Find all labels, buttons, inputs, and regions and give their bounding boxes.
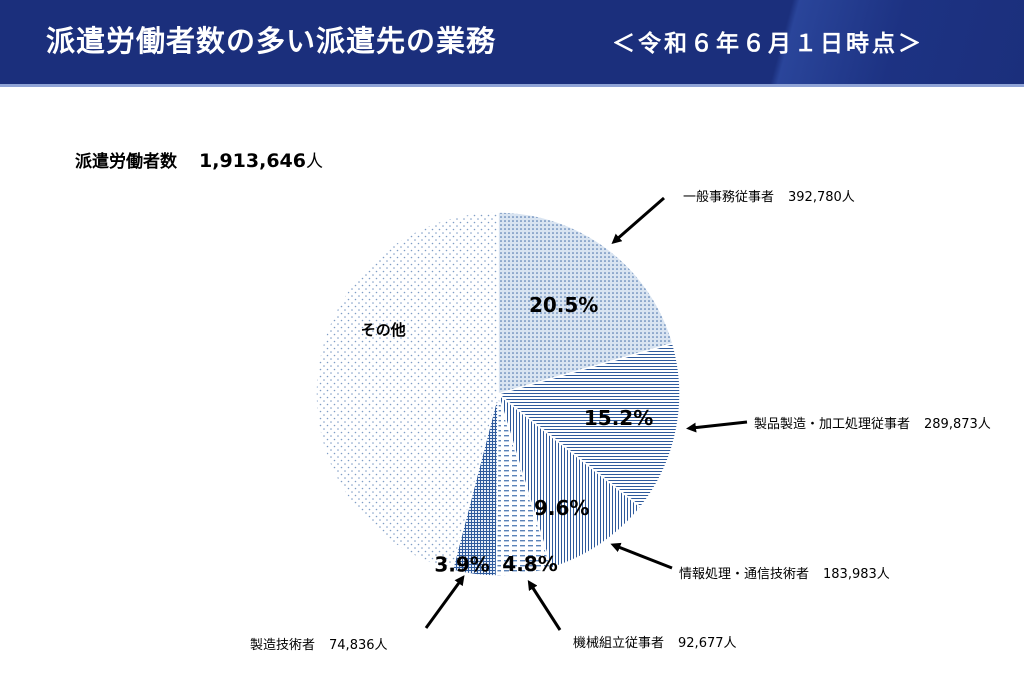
slice-percent-label: 9.6% xyxy=(534,496,589,520)
pie-slice xyxy=(497,211,674,395)
total-label: 派遣労働者数 xyxy=(75,152,177,172)
slice-count: 392,780人 xyxy=(788,190,855,205)
page-subtitle: ＜令和６年６月１日時点＞ xyxy=(612,31,924,57)
header-banner: 派遣労働者数の多い派遣先の業務 ＜令和６年６月１日時点＞ xyxy=(0,0,1024,84)
slice-count: 92,677人 xyxy=(678,636,737,651)
callout-arrow xyxy=(611,196,665,244)
slice-count: 289,873人 xyxy=(924,417,991,432)
slice-name: 機械組立従事者 xyxy=(573,636,665,651)
callout-general-office: 一般事務従事者 392,780人 xyxy=(683,186,855,205)
callout-it-engineers: 情報処理・通信技術者 183,983人 xyxy=(679,563,890,582)
total-value: 1,913,646 xyxy=(199,150,306,172)
slice-label: その他 xyxy=(361,321,406,339)
header-divider xyxy=(0,84,1024,87)
slice-name: 製品製造・加工処理従事者 xyxy=(754,417,911,432)
callout-manufacturing: 製品製造・加工処理従事者 289,873人 xyxy=(754,413,991,432)
slice-percent-label: 20.5% xyxy=(529,293,598,317)
pie-slice xyxy=(496,342,681,509)
header-decoration xyxy=(694,0,1024,84)
total-unit: 人 xyxy=(305,152,323,172)
callout-manufacturing-engineers: 製造技術者 74,836人 xyxy=(250,634,388,653)
pie-slices xyxy=(315,211,681,577)
pie-slice xyxy=(496,391,642,570)
callout-arrow xyxy=(424,575,465,629)
slice-percent-label: 4.8% xyxy=(502,552,557,576)
callout-arrows xyxy=(424,196,748,631)
slice-name: 情報処理・通信技術者 xyxy=(679,567,810,582)
slice-count: 183,983人 xyxy=(823,567,890,582)
slice-name: 一般事務従事者 xyxy=(683,190,775,205)
pie-slice xyxy=(315,211,499,572)
slice-count: 74,836人 xyxy=(329,638,388,653)
slice-percent-label: 3.9% xyxy=(434,553,489,577)
callout-arrow xyxy=(527,579,562,631)
slice-name: 製造技術者 xyxy=(250,638,316,653)
percent-labels: 20.5% 15.2% 9.6% 4.8% 3.9% その他 xyxy=(361,293,653,576)
callout-machine-assembly: 機械組立従事者 92,677人 xyxy=(573,632,737,651)
slice-percent-label: 15.2% xyxy=(584,406,653,430)
callout-arrow xyxy=(610,542,673,570)
callout-arrow xyxy=(686,420,748,433)
page-title: 派遣労働者数の多い派遣先の業務 xyxy=(46,24,497,58)
total-workers: 派遣労働者数 1,913,646人 xyxy=(75,147,323,172)
